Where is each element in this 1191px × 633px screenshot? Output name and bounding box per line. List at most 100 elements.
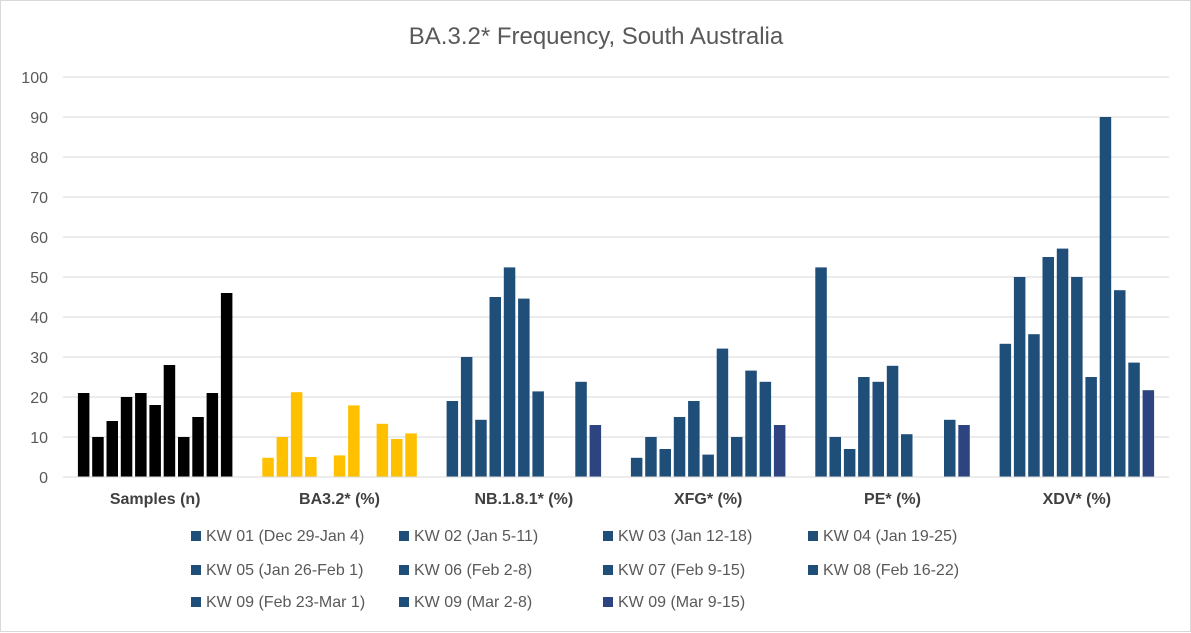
y-tick-label: 40 — [30, 310, 48, 327]
bar — [1013, 277, 1026, 477]
y-tick-label: 20 — [30, 390, 48, 407]
legend-swatch — [399, 597, 409, 607]
bar — [958, 425, 970, 477]
bar — [120, 397, 133, 477]
bar — [149, 405, 161, 477]
bar — [391, 439, 403, 477]
bar — [348, 405, 360, 477]
bar — [446, 401, 459, 477]
legend-swatch — [191, 597, 201, 607]
bar — [192, 417, 204, 477]
bar — [716, 348, 729, 477]
bar — [135, 393, 147, 477]
gridlines — [63, 76, 1169, 478]
y-tick-label: 100 — [21, 70, 48, 87]
legend-swatch — [399, 531, 409, 541]
bar — [106, 421, 118, 477]
bar — [503, 267, 516, 477]
bar — [77, 393, 90, 477]
bar — [829, 437, 841, 477]
bar — [886, 365, 899, 477]
bar — [815, 267, 827, 477]
bars — [77, 117, 1155, 477]
bar — [688, 401, 700, 477]
bar — [163, 365, 176, 477]
legend-swatch — [603, 531, 613, 541]
legend-label: KW 08 (Feb 16-22) — [823, 562, 959, 579]
y-tick-label: 70 — [30, 190, 48, 207]
y-tick-label: 80 — [30, 150, 48, 167]
bar — [630, 457, 643, 477]
bar — [944, 419, 956, 477]
x-axis: Samples (n) BA3.2* (%) NB.1.8.1* (%) XFG* (… — [63, 476, 1169, 508]
bar — [206, 393, 219, 477]
legend-label: KW 05 (Jan 26-Feb 1) — [206, 562, 363, 579]
x-category-label: NB.1.8.1* (%) — [474, 491, 573, 508]
bar — [858, 377, 870, 477]
y-tick-label: 30 — [30, 350, 48, 367]
bar — [1114, 290, 1126, 477]
bar — [575, 381, 587, 477]
bar — [1028, 334, 1040, 477]
bar — [731, 437, 743, 477]
bar — [518, 298, 530, 477]
legend-label: KW 09 (Mar 9-15) — [618, 594, 745, 611]
bar — [460, 357, 473, 477]
legend-label: KW 06 (Feb 2-8) — [414, 562, 532, 579]
legend-swatch — [808, 531, 818, 541]
bar — [376, 423, 389, 477]
bar — [645, 437, 657, 477]
bar — [901, 434, 913, 477]
legend-swatch — [603, 565, 613, 575]
legend-label: KW 04 (Jan 19-25) — [823, 528, 957, 545]
bar — [759, 381, 772, 477]
bar — [745, 370, 757, 477]
bar — [1142, 390, 1155, 477]
bar — [1128, 362, 1140, 477]
legend-label: KW 03 (Jan 12-18) — [618, 528, 752, 545]
legend-label: KW 07 (Feb 9-15) — [618, 562, 745, 579]
legend-swatch — [191, 531, 201, 541]
bar — [532, 391, 544, 477]
legend-label: KW 01 (Dec 29-Jan 4) — [206, 528, 364, 545]
x-category-label: BA3.2* (%) — [299, 491, 380, 508]
legend-label: KW 09 (Mar 2-8) — [414, 594, 532, 611]
bar — [1042, 257, 1054, 477]
bar — [1099, 117, 1112, 477]
y-tick-label: 90 — [30, 110, 48, 127]
legend: KW 01 (Dec 29-Jan 4) KW 02 (Jan 5-11) KW 0… — [191, 528, 959, 611]
bar — [405, 433, 417, 477]
bar — [475, 419, 487, 477]
bar — [92, 437, 104, 477]
y-tick-label: 10 — [30, 430, 48, 447]
x-category-label: XDV* (%) — [1043, 491, 1111, 508]
x-category-label: XFG* (%) — [674, 491, 742, 508]
bar — [673, 417, 686, 477]
bar — [1056, 248, 1069, 477]
chart-title: BA.3.2* Frequency, South Australia — [409, 23, 784, 50]
bar — [843, 449, 856, 477]
bar — [262, 457, 274, 477]
bar — [659, 449, 671, 477]
legend-label: KW 02 (Jan 5-11) — [414, 528, 538, 545]
legend-swatch — [399, 565, 409, 575]
bar — [178, 437, 190, 477]
bar — [773, 425, 786, 477]
legend-label: KW 09 (Feb 23-Mar 1) — [206, 594, 365, 611]
bar — [589, 425, 602, 477]
x-category-label: PE* (%) — [864, 491, 921, 508]
y-tick-label: 60 — [30, 230, 48, 247]
bar — [333, 455, 346, 477]
legend-swatch — [191, 565, 201, 575]
legend-swatch — [603, 597, 613, 607]
bar — [489, 297, 501, 477]
bar — [276, 437, 289, 477]
bar — [702, 454, 714, 477]
legend-swatch — [808, 565, 818, 575]
y-tick-label: 0 — [39, 470, 48, 487]
x-category-label: Samples (n) — [110, 491, 201, 508]
bar — [1085, 377, 1097, 477]
bar — [1071, 277, 1083, 477]
